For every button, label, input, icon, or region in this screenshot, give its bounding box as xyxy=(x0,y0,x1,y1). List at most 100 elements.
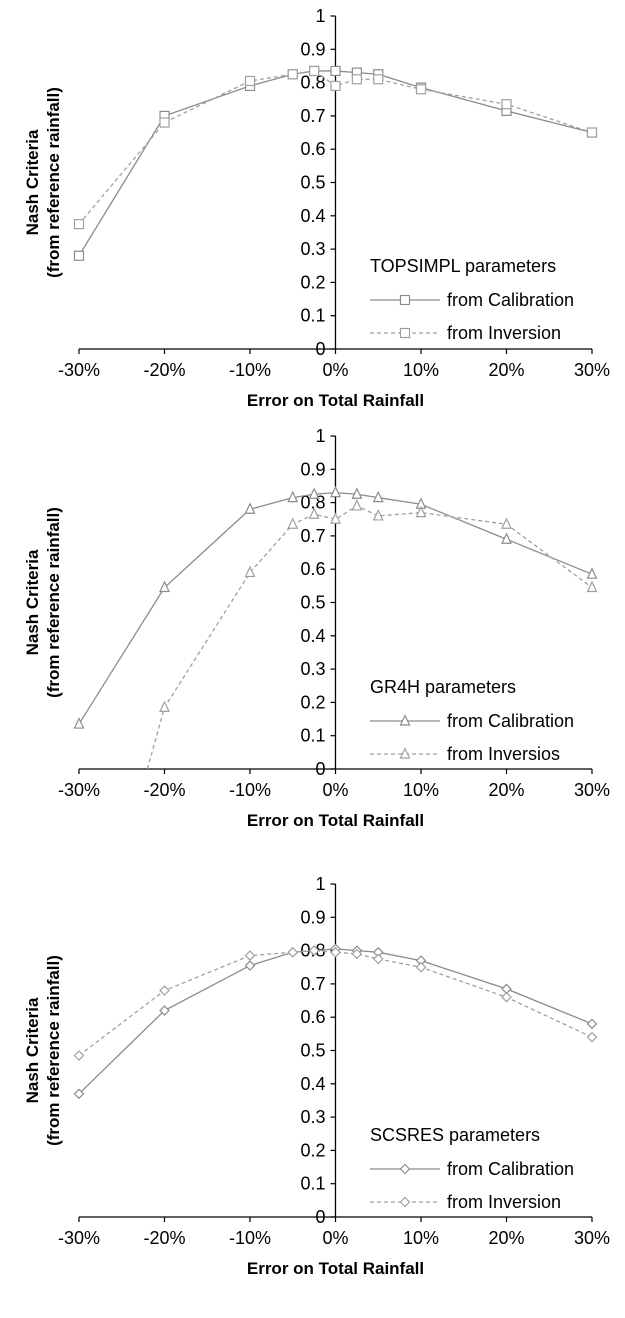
series-2 xyxy=(73,65,598,230)
data-point xyxy=(373,74,384,85)
y-tick-label: 0.4 xyxy=(300,626,325,646)
x-tick-label: 0% xyxy=(322,1228,348,1248)
y-tick-label: 0.3 xyxy=(300,1107,325,1127)
legend-item-label: from Inversion xyxy=(447,1192,561,1212)
y-tick-label: 0.9 xyxy=(300,907,325,927)
series-2 xyxy=(73,945,598,1061)
data-point xyxy=(244,502,256,514)
y-tick-label: 0.2 xyxy=(300,692,325,712)
y-tick-label: 0.9 xyxy=(300,459,325,479)
y-axis-title: Nash Criteria (from reference rainfall) xyxy=(23,507,63,698)
data-point xyxy=(586,580,598,593)
x-tick-label: 20% xyxy=(488,1228,524,1248)
data-point xyxy=(308,487,320,499)
data-point xyxy=(330,80,341,92)
legend-item-label: from Inversios xyxy=(447,744,560,764)
chart-panel-2: 0 0.1 0.2 0.3 0.4 0.5 0.6 0.7 0.8 0.9 1 -30% -20% -10… xyxy=(23,426,610,830)
data-point xyxy=(159,985,170,996)
data-point xyxy=(330,485,341,498)
x-tick-label: 10% xyxy=(403,360,439,380)
y-axis-title: Nash Criteria (from reference rainfall) xyxy=(23,87,63,278)
data-point xyxy=(330,65,341,77)
data-point xyxy=(415,505,427,518)
data-point xyxy=(308,507,320,519)
x-tick-label: -20% xyxy=(143,780,185,800)
y-axis-title-line: (from reference rainfall) xyxy=(44,507,63,698)
data-point xyxy=(244,950,256,961)
legend: GR4H parameters from Calibration from Inve… xyxy=(370,677,574,764)
x-tick-label: -30% xyxy=(58,780,100,800)
data-point xyxy=(287,69,298,80)
data-point xyxy=(159,117,170,128)
y-axis-title-line: (from reference rainfall) xyxy=(44,955,63,1146)
y-axis-title-line: Nash Criteria xyxy=(23,129,42,235)
x-tick-label: 10% xyxy=(403,780,439,800)
data-point xyxy=(244,960,256,971)
data-point xyxy=(372,490,384,503)
data-point xyxy=(73,219,85,230)
legend-title: GR4H parameters xyxy=(370,677,516,697)
chart-panel-1: 0 0.1 0.2 0.3 0.4 0.5 0.6 0.7 0.8 0.9 1 -30% -20% -10… xyxy=(23,6,610,410)
series-1 xyxy=(73,485,598,729)
data-point xyxy=(159,700,170,712)
x-tick-label: -10% xyxy=(229,1228,271,1248)
x-tick-label: 30% xyxy=(574,780,610,800)
x-tick-label: -30% xyxy=(58,360,100,380)
series-line xyxy=(146,505,593,770)
y-tick-label: 0.4 xyxy=(300,206,325,226)
y-tick-label: 0.2 xyxy=(300,272,325,292)
data-point xyxy=(330,512,341,524)
data-point xyxy=(351,487,363,499)
y-tick-label: 0.7 xyxy=(300,974,325,994)
legend-title: SCSRES parameters xyxy=(370,1125,540,1145)
y-tick-label: 0.1 xyxy=(300,306,325,326)
y-tick-label: 0.4 xyxy=(300,1074,325,1094)
x-tick-label: -20% xyxy=(143,1228,185,1248)
legend: TOPSIMPL parameters from Calibration from … xyxy=(370,256,574,343)
x-tick-label: -30% xyxy=(58,1228,100,1248)
chart-panel-3: 00.10.20.30.40.50.60.70.80.91-30%-20%-10… xyxy=(23,874,610,1278)
x-axis-title: Error on Total Rainfall xyxy=(247,391,424,410)
legend: SCSRES parameters from Calibration from In… xyxy=(370,1125,574,1212)
legend-marker xyxy=(399,327,411,339)
y-axis-title: Nash Criteria (from reference rainfall) xyxy=(23,955,63,1146)
x-tick-label: -10% xyxy=(229,780,271,800)
data-point xyxy=(287,490,299,503)
y-tick-label: 0.6 xyxy=(300,559,325,579)
data-point xyxy=(415,84,427,95)
data-point xyxy=(244,565,256,578)
data-point xyxy=(415,961,427,973)
x-tick-label: 0% xyxy=(322,360,348,380)
y-tick-label: 0.6 xyxy=(300,1007,325,1027)
data-point xyxy=(73,1088,85,1100)
x-tick-label: -10% xyxy=(229,360,271,380)
x-axis-title: Error on Total Rainfall xyxy=(247,811,424,830)
y-tick-label: 0.1 xyxy=(300,1174,325,1194)
x-axis-title: Error on Total Rainfall xyxy=(247,1259,424,1278)
x-tick-label: 20% xyxy=(488,360,524,380)
data-point xyxy=(372,509,384,521)
x-tick-label: 10% xyxy=(403,1228,439,1248)
y-tick-label: 1 xyxy=(315,6,325,26)
y-tick-label: 0.8 xyxy=(300,493,325,513)
data-point xyxy=(586,1031,598,1043)
y-tick-label: 0.5 xyxy=(300,593,325,613)
legend-item-label: from Calibration xyxy=(447,1159,574,1179)
y-tick-label: 1 xyxy=(315,874,325,894)
legend-marker xyxy=(399,294,411,306)
data-point xyxy=(159,580,170,593)
data-point xyxy=(586,127,598,138)
y-tick-label: 0.7 xyxy=(300,526,325,546)
legend-item-label: from Inversion xyxy=(447,323,561,343)
legend-marker xyxy=(399,1196,411,1208)
data-point xyxy=(501,99,512,110)
y-tick-label: 0.9 xyxy=(300,39,325,59)
x-tick-label: -20% xyxy=(143,360,185,380)
series-2 xyxy=(146,499,598,770)
data-point xyxy=(330,946,341,958)
legend-item-label: from Calibration xyxy=(447,290,574,310)
data-point xyxy=(501,532,512,544)
legend-title: TOPSIMPL parameters xyxy=(370,256,556,276)
data-point xyxy=(287,946,299,958)
